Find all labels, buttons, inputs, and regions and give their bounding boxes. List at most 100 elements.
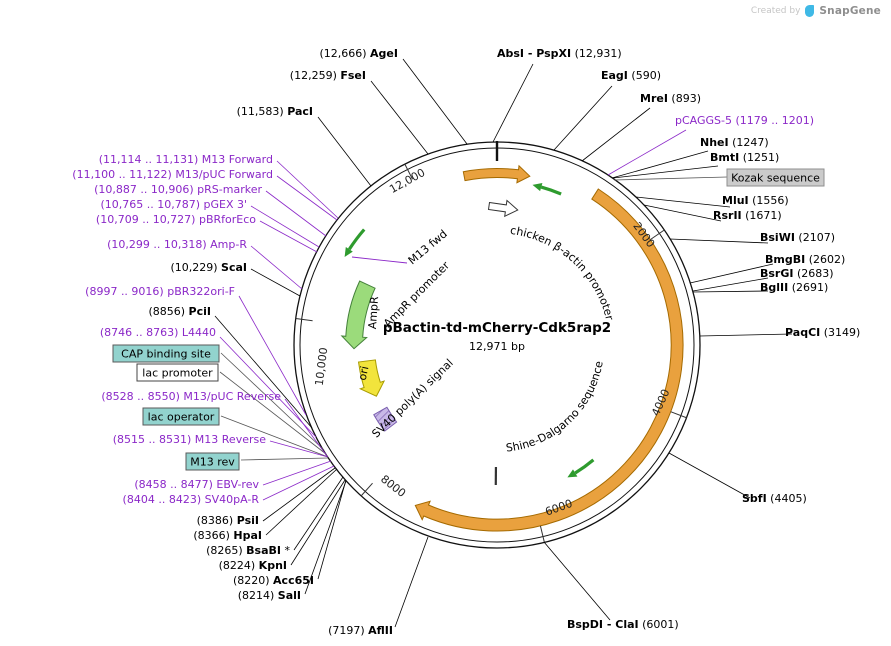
shine-dalgarno-label: Shine-Dalgarno sequence: [505, 360, 605, 455]
feature-label-lac-promoter-box: [136, 363, 219, 382]
enzyme-label-agei-line: [402, 58, 468, 145]
feature-label-cap-binding-site-box: [112, 344, 220, 363]
enzyme-label-bglii-line: [692, 290, 769, 293]
feature-label-lac-operator-line: [220, 415, 329, 458]
main-expression-band: [414, 188, 684, 532]
enzyme-label-paci-line: [317, 116, 372, 187]
enzyme-label-bsabi-line: [293, 476, 344, 551]
enzyme-label-kpni-line: [290, 479, 346, 566]
enzyme-label-bmti-line: [612, 165, 719, 179]
primer-label-m13-forward-line: [276, 160, 339, 219]
primer-arrow-bottom-right-head: [567, 469, 578, 478]
primer-label-pbr322ori-f: (8997 .. 9016) pBR322ori-F: [85, 285, 235, 298]
ori-arrow: [357, 359, 386, 397]
feature-label-kozak-sequence: Kozak sequence: [731, 172, 820, 185]
feature-label-lac-operator: lac operator: [148, 411, 215, 424]
enzyme-label-rsrii: RsrII (1671): [713, 209, 782, 222]
enzyme-label-sali-line: [304, 480, 347, 595]
enzyme-label-bsiwi: BsiWI (2107): [760, 231, 835, 244]
enzyme-label-aflii-line: [394, 536, 429, 628]
primer-label-l4440: (8746 .. 8763) L4440: [100, 326, 216, 339]
enzyme-label-rsrii-line: [643, 204, 722, 222]
feature-label-cap-binding-site: CAP binding site: [121, 348, 211, 361]
primer-label-prs-marker: (10,887 .. 10,906) pRS-marker: [94, 183, 262, 196]
cag-promoter-arrow: [462, 164, 531, 184]
m13-fwd-arrow-head: [344, 247, 353, 257]
primer-label-m13-reverse-line: [269, 440, 329, 458]
primer-label-m13-puc-forward-line: [276, 175, 338, 221]
enzyme-label-scai: (10,229) ScaI: [170, 261, 247, 274]
tick-label-8000: 8000: [378, 473, 408, 500]
enzyme-label-aflii: (7197) AflII: [328, 624, 393, 637]
enzyme-label-agei: (12,666) AgeI: [319, 47, 398, 60]
enzyme-label-pcii: (8856) PciI: [148, 305, 211, 318]
enzyme-label-mlui: MluI (1556): [722, 194, 789, 207]
enzyme-label-psii-line: [262, 467, 336, 522]
primer-label-pbrforeco-line: [259, 220, 318, 253]
enzyme-label-pcii-line: [214, 315, 313, 429]
primer-label-pgex-3-line: [250, 205, 320, 248]
inner-leader-line: [351, 256, 408, 264]
primer-label-amp-r-line: [250, 245, 303, 290]
tick-8000: [360, 482, 373, 497]
tick-12,000: [404, 163, 414, 180]
enzyme-label-bsiwi-line: [669, 238, 769, 244]
enzyme-label-bmti: BmtI (1251): [710, 151, 779, 164]
primer-label-prs-marker-line: [265, 190, 327, 237]
enzyme-label-mrei-line: [581, 107, 651, 162]
primer-label-pbr322ori-f-line: [238, 295, 307, 416]
feature-label-kozak-sequence-line: [613, 176, 728, 181]
feature-label-lac-promoter: lac promoter: [142, 367, 213, 380]
feature-label-m13-rev-box: [185, 452, 240, 471]
feature-label-m13-rev: M13 rev: [190, 456, 235, 469]
enzyme-label-acc65i: (8220) Acc65I: [233, 574, 314, 587]
primer-label-pbrforeco: (10,709 .. 10,727) pBRforEco: [96, 213, 256, 226]
primer-arrow-bottom-right: [574, 458, 595, 475]
enzyme-label-bmgbi-line: [689, 263, 774, 284]
enzyme-label-hpai-line: [265, 468, 338, 536]
enzyme-label-paqci-line: [699, 333, 793, 337]
enzyme-label-fsei: (12,259) FseI: [290, 69, 366, 82]
tick-4000: [670, 411, 687, 419]
enzyme-label-mrei: MreI (893): [640, 92, 701, 105]
ori-label: ori: [356, 365, 372, 382]
primer-label-pcaggs-5-line: [607, 129, 687, 176]
watermark-created-by: Created by: [750, 6, 801, 16]
enzyme-label-scai-line: [250, 268, 301, 297]
enzyme-label-absi-pspxi-line: [492, 63, 534, 143]
enzyme-label-eagi: EagI (590): [601, 69, 661, 82]
feature-label-cap-binding-site-line: [220, 352, 325, 451]
enzyme-label-nhei: NheI (1247): [700, 136, 769, 149]
tick-2000: [650, 229, 665, 241]
primer-arrow-top-right-head: [532, 183, 543, 192]
enzyme-label-kpni: (8224) KpnI: [219, 559, 287, 572]
tick-10,000: [295, 318, 313, 322]
feature-label-kozak-sequence-box: [726, 168, 825, 187]
primer-label-pgex-3: (10,765 .. 10,787) pGEX 3': [100, 198, 247, 211]
enzyme-label-bsabi: (8265) BsaBI *: [206, 544, 290, 557]
enzyme-label-mlui-line: [635, 196, 731, 208]
feature-label-lac-promoter-line: [219, 371, 327, 455]
tick-6000: [539, 525, 545, 543]
snapgene-watermark: Created by SnapGene: [751, 5, 881, 17]
enzyme-label-bmgbi: BmgBI (2602): [765, 253, 845, 266]
feature-label-m13-rev-line: [240, 457, 329, 461]
primer-label-ebv-rev: (8458 .. 8477) EBV-rev: [134, 478, 259, 491]
sv40-polya-box-hatch: [373, 407, 397, 432]
primer-label-amp-r: (10,299 .. 10,318) Amp-R: [107, 238, 247, 251]
primer-label-m13-puc-reverse: (8528 .. 8550) M13/pUC Reverse: [101, 390, 281, 403]
primer-label-m13-puc-reverse-line: [284, 398, 328, 457]
enzyme-label-paqci: PaqCI (3149): [785, 326, 860, 339]
primer-label-pcaggs-5: pCAGGS-5 (1179 .. 1201): [675, 114, 814, 127]
enzyme-label-absi-pspxi: AbsI - PspXI (12,931): [497, 47, 622, 60]
enzyme-label-acc65i-line: [317, 479, 347, 580]
primer-label-sv40pa-r-line: [262, 465, 335, 501]
plasmid-title: pBactin-td-mCherry-Cdk5rap2: [383, 320, 611, 336]
enzyme-label-bsrgi-line: [692, 277, 769, 292]
enzyme-label-bsrgi: BsrGI (2683): [760, 267, 834, 280]
enzyme-label-eagi-line: [553, 85, 613, 151]
enzyme-label-bspdi-clai: BspDI - ClaI (6001): [567, 618, 679, 631]
enzyme-label-bglii: BglII (2691): [760, 281, 828, 294]
